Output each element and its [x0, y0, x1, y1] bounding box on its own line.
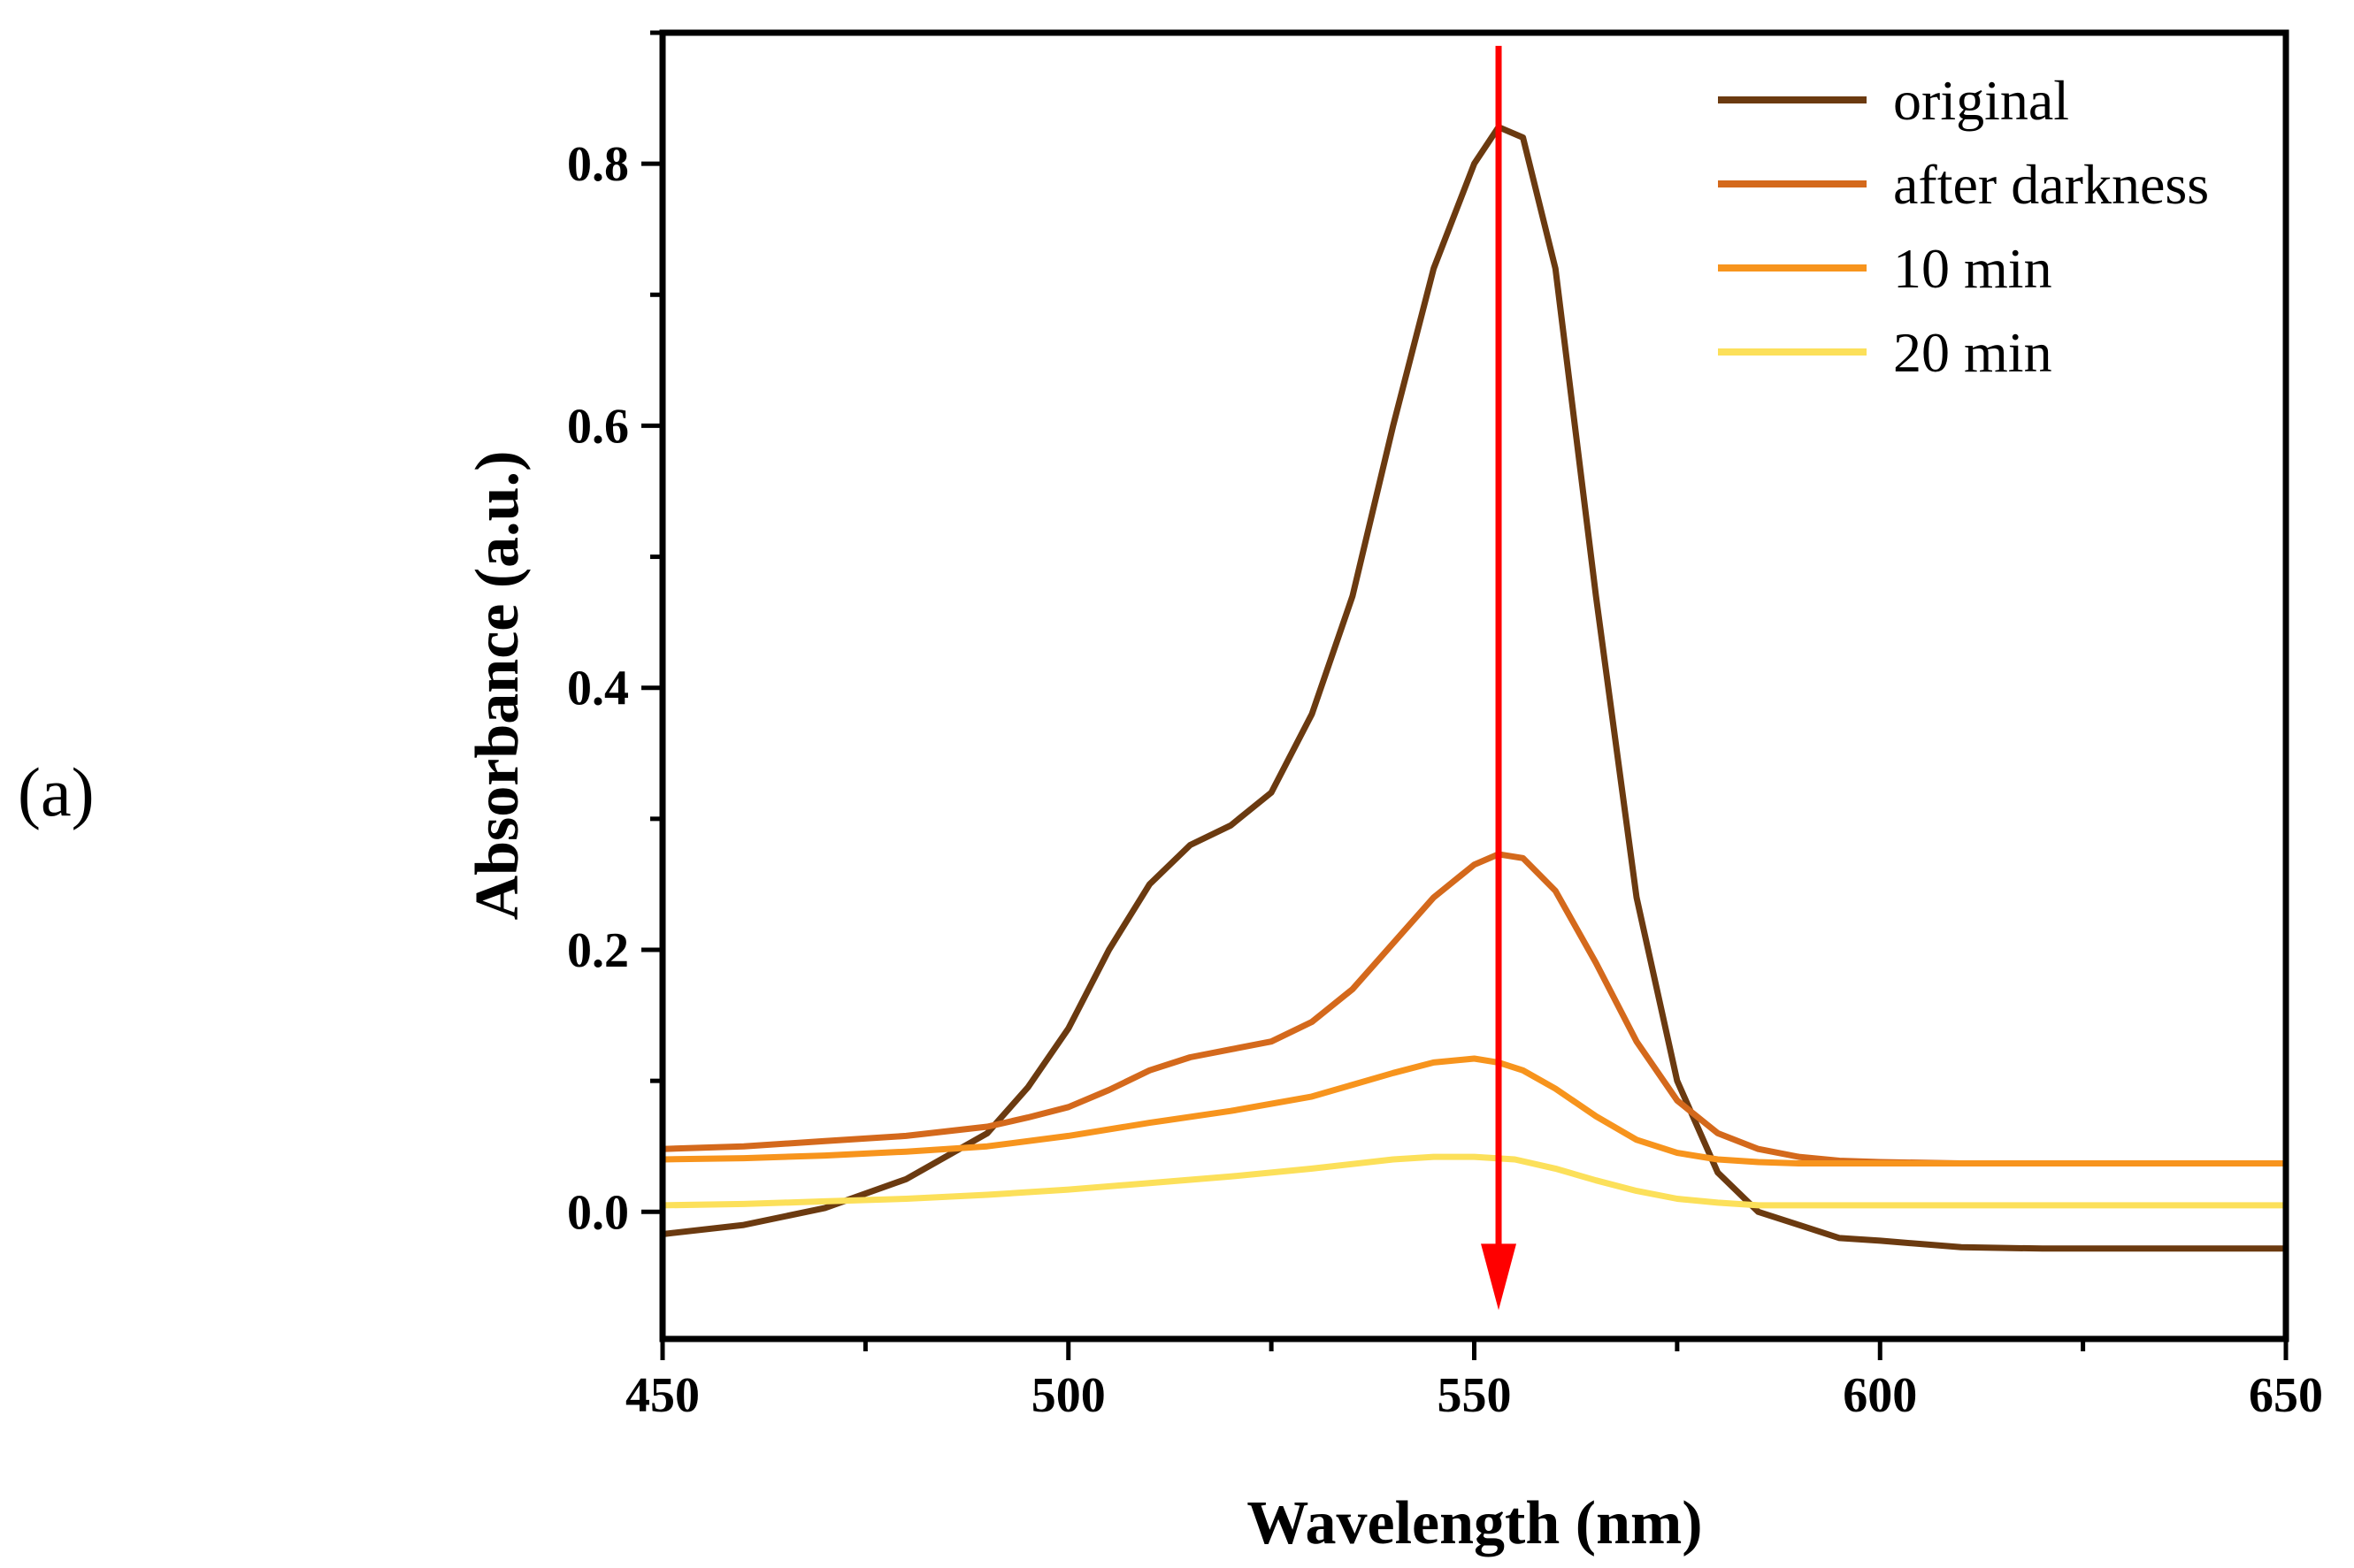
panel-label: (a): [18, 753, 95, 830]
y-tick-label: 0.8: [567, 137, 629, 192]
annotation-layer: [1481, 45, 1517, 1311]
y-tick-label: 0.2: [567, 923, 629, 978]
plot-area: 450 500 550 600 650 0.0 0.2 0.4 0.6 0.8: [567, 29, 2323, 1423]
x-tick-label: 450: [625, 1368, 700, 1423]
x-axis-ticks: 450 500 550 600 650: [625, 1339, 2323, 1423]
series-line-after-darkness: [659, 851, 2289, 1166]
y-tick-label: 0.0: [567, 1185, 629, 1240]
series-line-10-min: [659, 1055, 2289, 1166]
series-line-20-min: [659, 1153, 2289, 1209]
x-axis-title: Wavelength (nm): [1246, 1489, 1702, 1557]
x-tick-label: 500: [1031, 1368, 1106, 1423]
y-axis-ticks: 0.0 0.2 0.4 0.6 0.8: [567, 30, 663, 1240]
x-tick-label: 650: [2249, 1368, 2323, 1423]
legend-label-20-min: 20 min: [1893, 321, 2052, 384]
series-line-original: [659, 124, 2289, 1252]
legend-label-original: original: [1893, 69, 2069, 132]
annotation-arrow-head: [1481, 1243, 1517, 1311]
x-tick-label: 600: [1843, 1368, 1917, 1423]
series-layer: [659, 124, 2289, 1252]
legend: original after darkness 10 min 20 min: [1718, 69, 2209, 384]
plot-frame: [659, 29, 2289, 1342]
y-tick-label: 0.6: [567, 399, 629, 454]
legend-label-10-min: 10 min: [1893, 237, 2052, 300]
legend-label-after-darkness: after darkness: [1893, 153, 2209, 216]
y-axis-title: Absorbance (a.u.): [464, 451, 532, 921]
x-tick-label: 550: [1438, 1368, 1512, 1423]
y-tick-label: 0.4: [567, 662, 629, 716]
